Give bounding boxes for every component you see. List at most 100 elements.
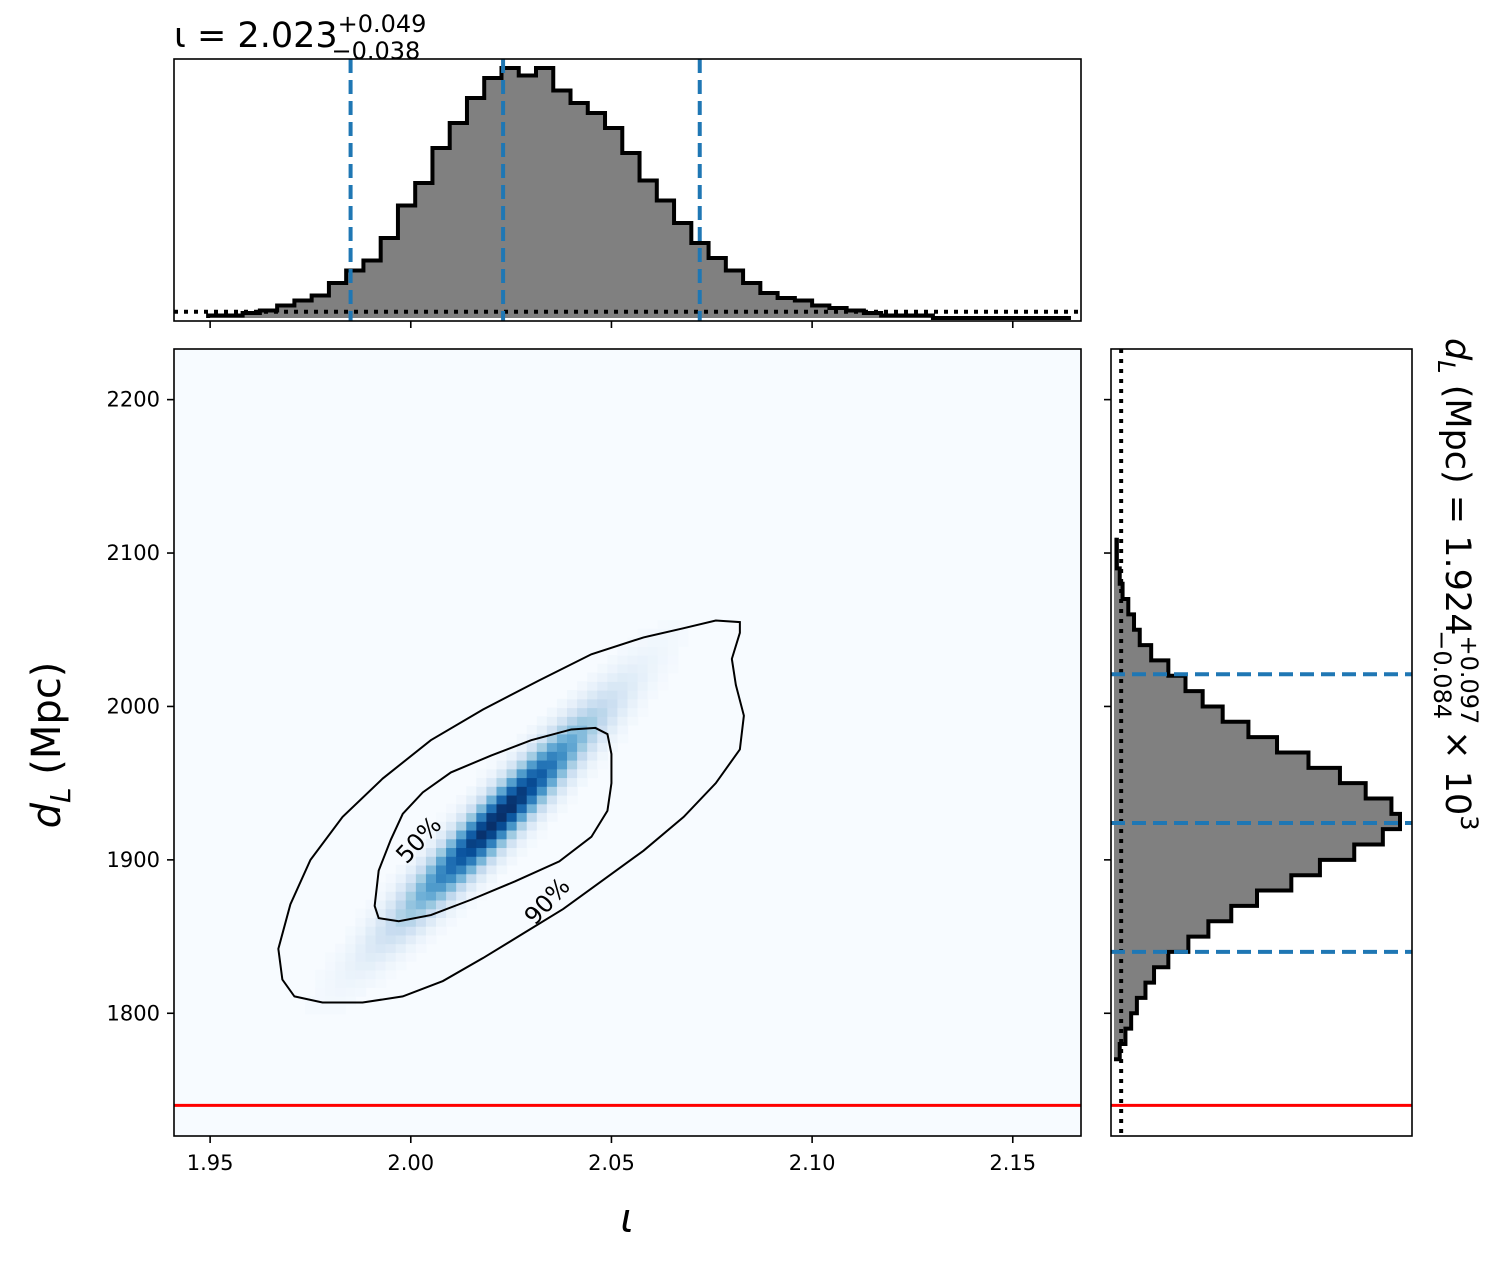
density-cell xyxy=(506,759,518,770)
density-cell xyxy=(506,812,518,822)
density-cell xyxy=(577,698,588,709)
density-cell xyxy=(446,829,457,840)
density-cell xyxy=(325,987,336,997)
density-cell xyxy=(506,856,518,866)
right-marginal-title: dL (Mpc) = 1.924+0.097−0.084 × 103 xyxy=(1428,338,1483,831)
density-cell xyxy=(476,856,488,866)
density-cell xyxy=(355,917,367,927)
density-cell xyxy=(395,917,407,927)
density-cell xyxy=(456,821,467,831)
density-cell xyxy=(526,777,538,787)
density-cell xyxy=(486,794,498,805)
density-cell xyxy=(425,926,437,936)
density-cell xyxy=(365,969,377,980)
right-histogram-edge xyxy=(1114,537,1402,1062)
density-cell xyxy=(496,821,508,831)
density-cell xyxy=(446,856,457,866)
density-cell xyxy=(456,803,467,814)
density-cell xyxy=(405,856,417,866)
density-cell xyxy=(436,864,447,875)
joint-density-panel: 50%90% 1.95 2.00 2.05 2.10 2.15 180019002000… xyxy=(24,348,1082,1242)
density-cell xyxy=(385,882,397,892)
density-cell xyxy=(637,698,649,709)
density-cell xyxy=(536,742,548,752)
density-cell xyxy=(456,864,467,875)
density-cell xyxy=(436,899,447,910)
density-cell xyxy=(556,768,568,779)
density-cell xyxy=(516,829,528,840)
density-cell xyxy=(496,803,508,814)
density-cell xyxy=(365,978,377,988)
density-cell xyxy=(446,917,457,927)
density-cell xyxy=(627,698,639,709)
density-cell xyxy=(577,707,588,717)
density-cell xyxy=(556,733,568,744)
top-histogram-edge xyxy=(206,66,1071,320)
right-histogram-fill xyxy=(1114,537,1400,1060)
density-cell xyxy=(385,952,397,962)
density-cell xyxy=(456,882,467,892)
density-cell xyxy=(355,908,367,918)
density-cell xyxy=(476,864,488,875)
density-cell xyxy=(637,672,649,682)
density-cell xyxy=(556,742,568,752)
density-cell xyxy=(506,786,518,796)
density-cell xyxy=(567,707,578,717)
density-cell xyxy=(667,628,679,639)
density-cell xyxy=(466,856,477,866)
density-cell xyxy=(425,829,437,840)
density-cell xyxy=(587,751,598,761)
density-cell xyxy=(587,698,598,709)
density-cell xyxy=(516,777,528,787)
density-cell xyxy=(345,996,356,1006)
density-cell xyxy=(375,969,387,980)
density-cell xyxy=(405,908,417,918)
density-cell xyxy=(405,943,417,953)
density-cell xyxy=(436,917,447,927)
density-cell xyxy=(577,751,588,761)
density-cell xyxy=(456,873,467,884)
density-cell xyxy=(567,742,578,752)
density-cell xyxy=(506,838,518,849)
density-cell xyxy=(456,856,467,866)
density-cell xyxy=(385,917,397,927)
density-cell xyxy=(506,829,518,840)
density-cell xyxy=(385,908,397,918)
density-cell xyxy=(597,725,608,735)
density-cell xyxy=(677,628,689,639)
density-cell xyxy=(405,864,417,875)
density-cell xyxy=(456,838,467,849)
density-cell xyxy=(415,847,427,857)
density-cell xyxy=(516,847,528,857)
density-cell xyxy=(546,759,558,770)
x-tick-label-2: 2.05 xyxy=(588,1151,635,1175)
density-cell xyxy=(365,961,377,971)
density-cell xyxy=(647,655,659,665)
density-cell xyxy=(637,681,649,691)
density-cell xyxy=(516,768,528,779)
density-cell xyxy=(496,838,508,849)
density-cell xyxy=(486,768,498,779)
density-cell xyxy=(647,663,659,674)
density-cell xyxy=(556,698,568,709)
density-cell xyxy=(405,847,417,857)
density-cell xyxy=(647,646,659,656)
density-cell xyxy=(647,690,659,700)
density-cell xyxy=(476,803,488,814)
density-cell xyxy=(496,829,508,840)
density-cell xyxy=(415,908,427,918)
density-cell xyxy=(647,672,659,682)
density-cell xyxy=(365,943,377,953)
density-cell xyxy=(617,672,629,682)
density-cell xyxy=(466,847,477,857)
density-cell xyxy=(506,847,518,857)
density-cell xyxy=(567,698,578,709)
density-cell xyxy=(345,969,356,980)
density-cell xyxy=(425,891,437,901)
density-cell xyxy=(305,1004,316,1015)
density-cell xyxy=(486,882,498,892)
density-cell xyxy=(335,943,346,953)
density-cell xyxy=(496,786,508,796)
density-cell xyxy=(506,768,518,779)
density-cell xyxy=(415,882,427,892)
